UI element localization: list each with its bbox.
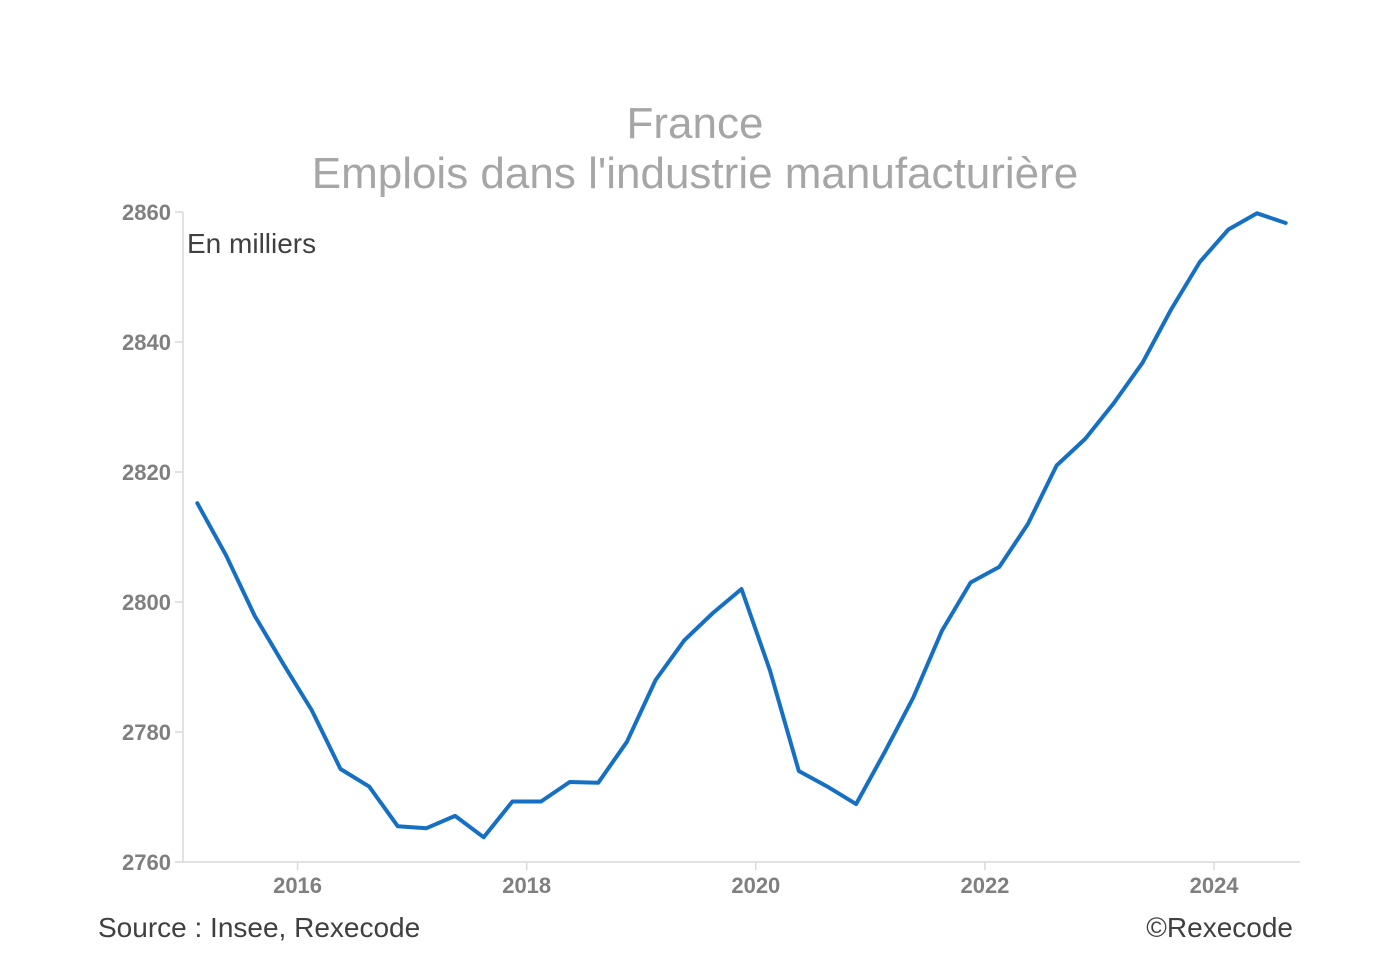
y-tick-label: 2820 <box>122 460 171 485</box>
x-axis-ticks: 2016 2018 2020 2022 2024 <box>273 862 1239 898</box>
copyright-note: ©Rexecode <box>1146 912 1293 943</box>
x-tick-label: 2018 <box>502 873 551 898</box>
x-tick-label: 2022 <box>960 873 1009 898</box>
chart-axes <box>182 212 1300 863</box>
chart-title-line1: France <box>626 99 764 148</box>
series-line-1 <box>195 211 1288 840</box>
y-tick-label: 2860 <box>122 200 171 225</box>
y-tick-label: 2840 <box>122 330 171 355</box>
x-tick-label: 2024 <box>1190 873 1240 898</box>
x-tick-label: 2020 <box>731 873 780 898</box>
y-tick-label: 2780 <box>122 720 171 745</box>
y-axis-ticks: 2760 2780 2800 2820 2840 2860 <box>122 200 183 875</box>
unit-note: En milliers <box>187 228 317 259</box>
x-tick-label: 2016 <box>273 873 322 898</box>
series-group <box>195 211 1288 840</box>
chart-title-line2: Emplois dans l'industrie manufacturière <box>311 149 1079 198</box>
y-tick-label: 2800 <box>122 590 171 615</box>
y-tick-label: 2760 <box>122 850 171 875</box>
source-note: Source : Insee, Rexecode <box>98 912 421 943</box>
